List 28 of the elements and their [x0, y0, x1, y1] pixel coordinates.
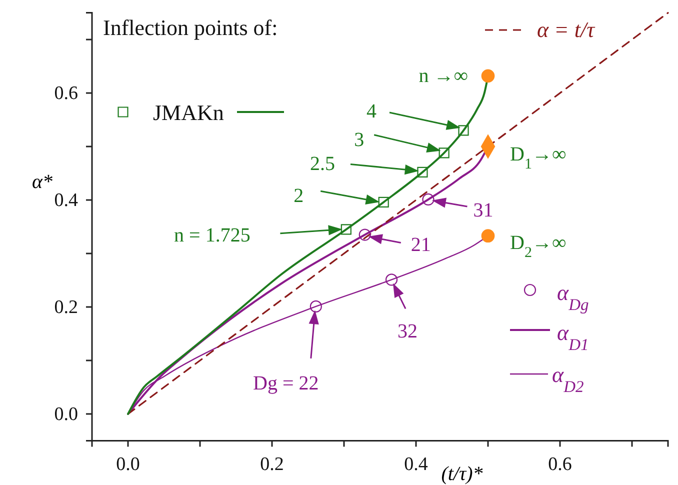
annotation: Dg = 22: [253, 372, 319, 394]
annotation: 4: [366, 100, 376, 122]
annotation: 2.5: [310, 153, 335, 176]
y-axis-title: α*: [32, 171, 52, 193]
annotation: 31: [473, 199, 494, 222]
annotation: n = 1.725: [174, 224, 250, 246]
annotation: 32: [398, 320, 418, 343]
legend-label: α$_{Dg}$: [557, 280, 589, 314]
legend-title: Inflection points of:: [103, 15, 278, 40]
y-tick-label: 0.0: [54, 404, 78, 426]
x-tick-label: 0.0: [116, 454, 140, 476]
annotation: n →∞: [418, 64, 468, 87]
x-tick-label: 0.2: [260, 454, 284, 476]
legend-label: JMAKn: [153, 100, 224, 125]
y-tick-label: 0.2: [54, 297, 78, 318]
legend-label: α$_{D2}$: [552, 362, 584, 396]
x-axis-title: (t/τ)*: [441, 463, 483, 485]
annotation: 2: [294, 185, 304, 208]
y-tick-label: 0.4: [54, 190, 78, 212]
x-tick-label: 0.6: [548, 454, 572, 476]
y-tick-label: 0.6: [54, 83, 78, 104]
annotation: 21: [410, 234, 431, 256]
legend-label: α = t/τ: [537, 17, 596, 42]
x-tick-label: 0.4: [404, 454, 428, 476]
annotation: 3: [354, 128, 364, 151]
annotation: D$_{1}$→∞: [510, 144, 566, 173]
annotation: D$_{2}$→∞: [510, 232, 566, 261]
legend-label: α$_{D1}$: [557, 320, 589, 354]
